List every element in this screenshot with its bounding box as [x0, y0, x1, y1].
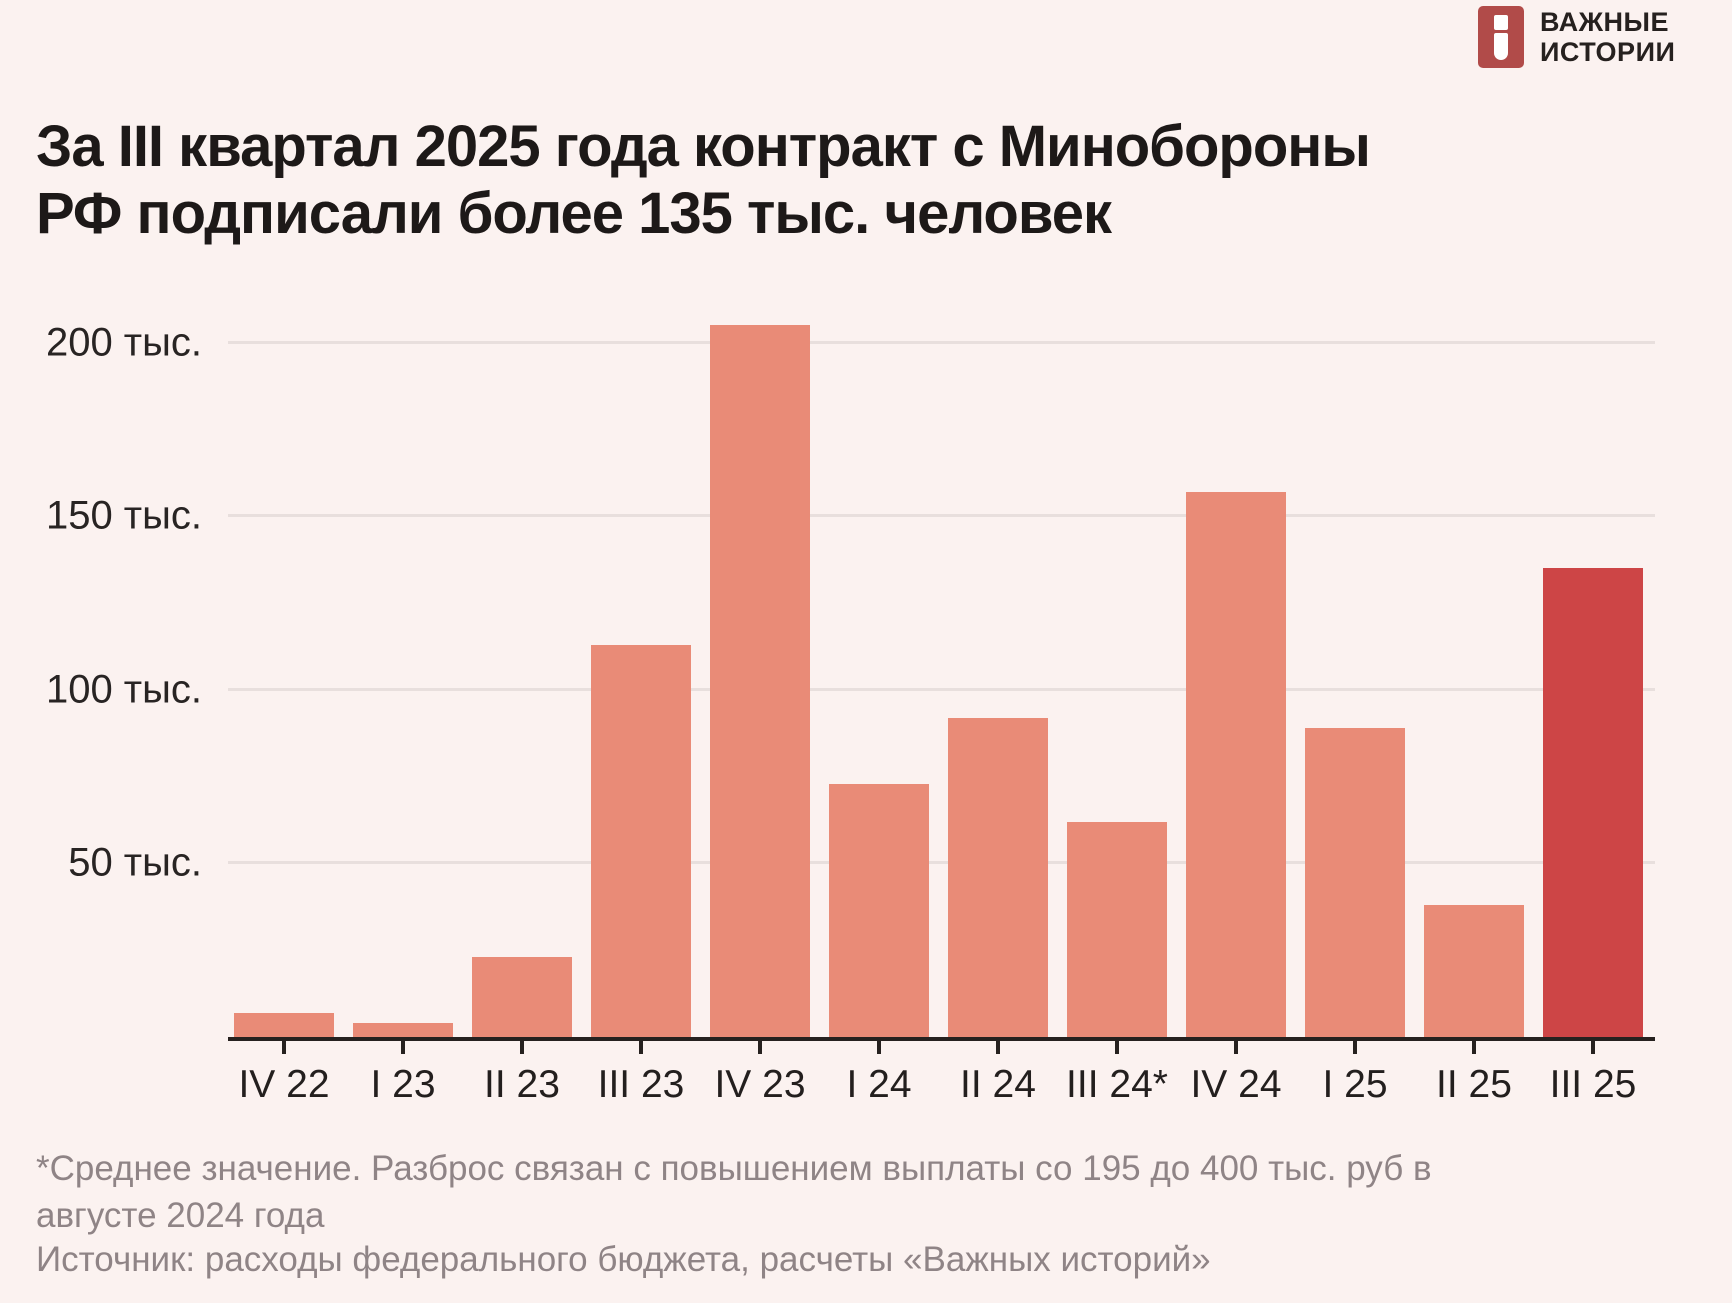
x-cell: III 23 — [591, 1041, 691, 1107]
y-axis-label: 50 тыс. — [68, 840, 202, 885]
x-cell: III 25 — [1543, 1041, 1643, 1107]
bar-ii-24 — [948, 717, 1048, 1037]
x-axis-label: IV 23 — [714, 1063, 806, 1106]
bar-iv-22 — [234, 1012, 334, 1037]
x-axis-label: I 23 — [370, 1063, 436, 1106]
gridline — [228, 687, 1655, 691]
x-cell: II 25 — [1424, 1041, 1524, 1107]
x-tick — [520, 1041, 524, 1054]
x-axis-label: III 24* — [1066, 1063, 1168, 1106]
x-tick — [1115, 1041, 1119, 1054]
footnote: *Среднее значение. Разброс связан с повы… — [36, 1149, 1432, 1235]
x-tick — [1353, 1041, 1357, 1054]
gridline — [228, 340, 1655, 344]
x-cell: II 24 — [948, 1041, 1048, 1107]
x-axis-label: III 25 — [1549, 1063, 1637, 1106]
x-axis-label: II 24 — [960, 1063, 1036, 1106]
brand-line-1: ВАЖНЫЕ — [1540, 7, 1669, 37]
x-cell: IV 22 — [234, 1041, 334, 1107]
bar-iii-25 — [1543, 568, 1643, 1037]
x-axis-label: II 25 — [1436, 1063, 1512, 1106]
y-axis-label: 200 тыс. — [45, 320, 202, 365]
bar-i-23 — [353, 1023, 453, 1037]
source-line: Источник: расходы федерального бюджета, … — [36, 1240, 1211, 1279]
chart-title-line-2: РФ подписали более 135 тыс. человек — [36, 181, 1112, 247]
x-tick — [401, 1041, 405, 1054]
bar-i-24 — [829, 783, 929, 1037]
chart-title: За III квартал 2025 года контракт с Мино… — [36, 113, 1371, 248]
bar-iv-23 — [710, 325, 810, 1037]
x-tick — [639, 1041, 643, 1054]
y-axis-label: 150 тыс. — [45, 493, 202, 538]
i-dot — [1494, 15, 1508, 30]
gridline — [228, 861, 1655, 865]
plot-area: 50 тыс. 100 тыс. 150 тыс. 200 тыс. — [46, 280, 1655, 1041]
x-cell: I 24 — [829, 1041, 929, 1107]
x-axis-labels: IV 22 I 23 II 23 III 23 IV 23 I 24 II 24 III 24… — [228, 1041, 1655, 1107]
x-axis-label: IV 24 — [1190, 1063, 1282, 1106]
x-tick — [1234, 1041, 1238, 1054]
x-tick — [1472, 1041, 1476, 1054]
y-axis-label: 100 тыс. — [45, 667, 202, 712]
x-tick — [1591, 1041, 1595, 1054]
x-cell: III 24* — [1066, 1041, 1168, 1107]
x-axis-label: I 25 — [1322, 1063, 1388, 1106]
bars — [228, 280, 1655, 1037]
x-axis-label: IV 22 — [238, 1063, 330, 1106]
x-tick — [282, 1041, 286, 1054]
x-axis-label: III 23 — [597, 1063, 685, 1106]
bar-iv-24 — [1186, 491, 1286, 1037]
bar-i-25 — [1305, 727, 1405, 1037]
x-cell: I 25 — [1305, 1041, 1405, 1107]
x-axis-label: I 24 — [846, 1063, 912, 1106]
istories-i-icon — [1478, 6, 1524, 68]
bar-iii-23 — [591, 644, 691, 1037]
x-cell: IV 24 — [1186, 1041, 1286, 1107]
x-cell: IV 23 — [710, 1041, 810, 1107]
x-tick — [758, 1041, 762, 1054]
gridline — [228, 514, 1655, 518]
bar-iii-24- — [1067, 821, 1167, 1037]
brand-name: ВАЖНЫЕ ИСТОРИИ — [1540, 6, 1675, 67]
brand-line-2: ИСТОРИИ — [1540, 36, 1676, 67]
x-cell: II 23 — [472, 1041, 572, 1107]
x-tick — [877, 1041, 881, 1054]
chart-title-line-1: За III квартал 2025 года контракт с Мино… — [36, 113, 1371, 179]
bar-ii-25 — [1424, 905, 1524, 1037]
istories-logo: ВАЖНЫЕ ИСТОРИИ — [1478, 6, 1675, 68]
bar-ii-23 — [472, 957, 572, 1037]
x-tick — [996, 1041, 1000, 1054]
x-axis-label: II 23 — [484, 1063, 560, 1106]
x-cell: I 23 — [353, 1041, 453, 1107]
i-stem — [1494, 33, 1508, 60]
